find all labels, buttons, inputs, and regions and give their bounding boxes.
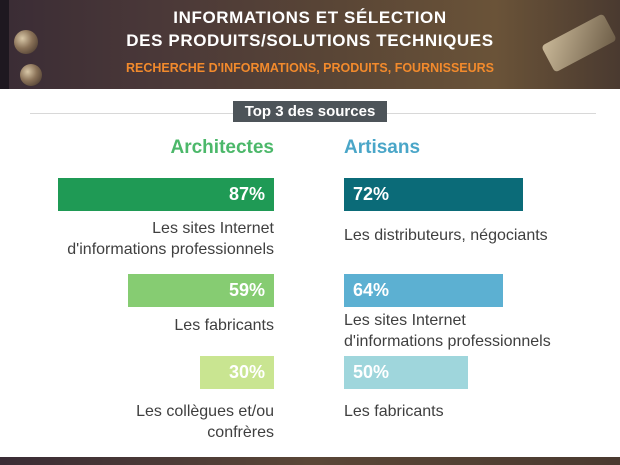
category-label-line: d'informations professionnels [67,241,274,258]
category-label-architectes-3: Les collègues et/ou confrères [136,401,274,443]
category-label-artisans-3: Les fabricants [344,401,444,422]
group-heading-architectes: Architectes [170,137,275,158]
category-label-line: Les collègues et/ou [136,403,274,420]
bar-architectes-1: 87% [58,178,274,211]
header-subtitle: RECHERCHE D'INFORMATIONS, PRODUITS, FOUR… [125,61,495,75]
category-label-line: Les distributeurs, négociants [344,227,548,244]
category-label-line: Les sites Internet [152,220,274,237]
bar-architectes-2: 59% [128,274,274,307]
decorative-nut-icon [20,64,42,86]
category-label-line: Les fabricants [344,403,444,420]
category-label-line: Les sites Internet [344,312,466,329]
category-label-architectes-2: Les fabricants [174,315,274,336]
category-label-line: confrères [207,424,274,441]
bar-value-label: 50% [353,362,390,382]
bar-artisans-2: 64% [344,274,503,307]
category-label-line: Les fabricants [174,317,274,334]
decorative-washer-icon [14,30,38,54]
group-heading-artisans: Artisans [344,137,421,158]
bar-value-label: 59% [228,280,265,300]
footer-banner [0,457,620,465]
header-title-line1: INFORMATIONS ET SÉLECTION [173,8,447,27]
category-label-artisans-2: Les sites Internet d'informations profess… [344,310,551,352]
bar-value-label: 87% [228,184,265,204]
header-banner: INFORMATIONS ET SÉLECTION DES PRODUITS/S… [0,0,620,89]
bar-artisans-1: 72% [344,178,523,211]
bar-architectes-3: 30% [200,356,274,389]
chart-title-chip: Top 3 des sources [233,101,387,122]
banner-texture [0,0,9,89]
category-label-line: d'informations professionnels [344,333,551,350]
bar-value-label: 64% [353,280,390,300]
header-title-line2: DES PRODUITS/SOLUTIONS TECHNIQUES [126,31,494,50]
category-label-artisans-1: Les distributeurs, négociants [344,225,548,246]
category-label-architectes-1: Les sites Internet d'informations profess… [67,218,274,260]
bar-artisans-3: 50% [344,356,468,389]
bar-value-label: 30% [228,362,265,382]
bar-value-label: 72% [353,184,390,204]
